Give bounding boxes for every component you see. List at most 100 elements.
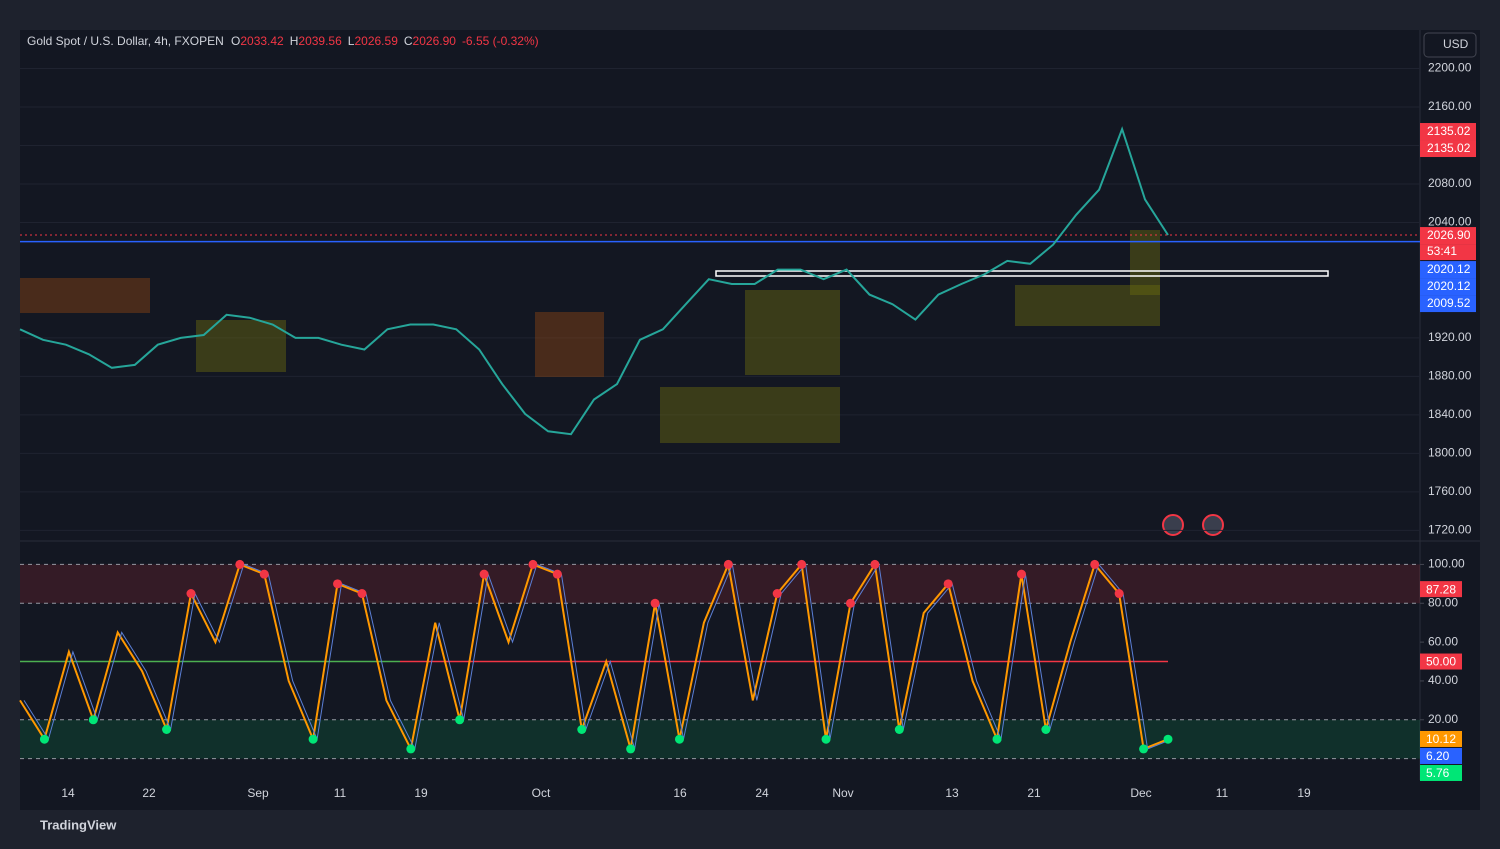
- signal-dot: [674, 734, 684, 744]
- price-tick-label: 1920.00: [1428, 330, 1472, 344]
- price-tick-label: 2160.00: [1428, 99, 1472, 113]
- signal-dot: [626, 744, 636, 754]
- signal-dot: [723, 559, 733, 569]
- ohlc: O2033.42 H2039.56 L2026.59 C2026.90 -6.55 (-…: [231, 34, 539, 48]
- time-label: 22: [142, 786, 156, 800]
- price-series: [19, 126, 1169, 436]
- price-tag-label: 2020.12: [1427, 262, 1471, 276]
- currency[interactable]: USD: [1443, 37, 1469, 51]
- osc-tag: [1420, 653, 1462, 670]
- price-tag-label: 2009.52: [1427, 296, 1471, 310]
- time-label: Sep: [247, 786, 269, 800]
- ohlc-close: 2026.90: [413, 34, 457, 48]
- price-tag: [1420, 295, 1476, 313]
- signal-dot: [797, 559, 807, 569]
- price-tick-label: 1760.00: [1428, 484, 1472, 498]
- signal-dot: [528, 559, 538, 569]
- signal-dot: [88, 715, 98, 725]
- currency-button[interactable]: [1423, 32, 1477, 58]
- osc-tag: [1420, 730, 1462, 747]
- osc-tag: [1420, 581, 1462, 598]
- ohlc-low-label: L: [348, 34, 355, 48]
- time-label: Dec: [1130, 786, 1151, 800]
- ohlc-close-label: C: [404, 34, 413, 48]
- signal-dot: [259, 569, 269, 579]
- signal-dot: [870, 559, 880, 569]
- event-flag[interactable]: [1162, 514, 1184, 536]
- time-label: 24: [755, 786, 769, 800]
- price-tag: [1420, 227, 1476, 245]
- oscillator-line: [19, 560, 1169, 752]
- price-tick-label: 1720.00: [1428, 523, 1472, 537]
- signal-dot: [235, 559, 245, 569]
- signal-dot: [1139, 744, 1149, 754]
- osc-tag-label: 6.20: [1426, 749, 1450, 763]
- osc-tag: [1420, 764, 1462, 781]
- time-label: 16: [673, 786, 687, 800]
- time-label: 14: [61, 786, 75, 800]
- signal-dot: [308, 734, 318, 744]
- signal-dot: [650, 598, 660, 608]
- price-tick-label: 1880.00: [1428, 369, 1472, 383]
- zone: [660, 387, 840, 443]
- zone: [196, 320, 286, 372]
- osc-tag-label: 10.12: [1426, 732, 1456, 746]
- ohlc-open: 2033.42: [240, 34, 284, 48]
- signal-dot: [357, 589, 367, 599]
- signal-dot: [1163, 734, 1173, 744]
- ohlc-high: 2039.56: [298, 34, 342, 48]
- time-label: 11: [334, 786, 347, 800]
- zone: [1130, 230, 1160, 295]
- zone: [745, 290, 840, 375]
- osc-tag-label: 5.76: [1426, 766, 1450, 780]
- signal-dot: [1041, 725, 1051, 735]
- signal-dot: [992, 734, 1002, 744]
- price-tick-label: 1840.00: [1428, 407, 1472, 421]
- signal-dot: [577, 725, 587, 735]
- zone: [1015, 285, 1160, 326]
- oversold-zone: [20, 719, 1420, 759]
- price-tick-label: 2080.00: [1428, 176, 1472, 190]
- time-label: 21: [1027, 786, 1041, 800]
- osc-tick-label: 40.00: [1428, 673, 1458, 687]
- time-label: 11: [1216, 786, 1229, 800]
- signal-dot: [1090, 559, 1100, 569]
- brand: TradingView: [40, 817, 117, 832]
- symbol: Gold Spot / U.S. Dollar, 4h, FXOPEN: [27, 34, 224, 48]
- price-tag-label: 2135.02: [1427, 124, 1471, 138]
- time-label: Oct: [532, 786, 551, 800]
- oscillator-signal: [23, 562, 1173, 751]
- signal-dot: [943, 579, 953, 589]
- osc-tag-label: 87.28: [1426, 582, 1456, 596]
- price-tick-label: 1800.00: [1428, 446, 1472, 460]
- event-flag[interactable]: [1202, 514, 1224, 536]
- time-label: 19: [414, 786, 428, 800]
- osc-tag-label: 50.00: [1426, 655, 1456, 669]
- price-tag-label: 2026.90: [1427, 228, 1471, 242]
- signal-dot: [162, 725, 172, 735]
- signal-dot: [455, 715, 465, 725]
- signal-dot: [333, 579, 343, 589]
- signal-dot: [845, 598, 855, 608]
- signal-dot: [821, 734, 831, 744]
- osc-tick-label: 20.00: [1428, 712, 1458, 726]
- ohlc-high-label: H: [290, 34, 299, 48]
- signal-dot: [1016, 569, 1026, 579]
- osc-tick-label: 100.00: [1428, 557, 1465, 571]
- signal-dot: [1114, 589, 1124, 599]
- countdown: 53:41: [1427, 244, 1457, 258]
- countdown-bg: [1420, 244, 1476, 261]
- signal-dot: [894, 725, 904, 735]
- price-tag-label: 2020.12: [1427, 279, 1471, 293]
- time-label: Nov: [832, 786, 853, 800]
- signal-dot: [479, 569, 489, 579]
- ohlc-low: 2026.59: [354, 34, 398, 48]
- signal-dot: [772, 589, 782, 599]
- time-label: 19: [1297, 786, 1311, 800]
- price-tick-label: 2040.00: [1428, 215, 1472, 229]
- ohlc-open-label: O: [231, 34, 240, 48]
- price-tag: [1420, 261, 1476, 279]
- signal-dot: [39, 734, 49, 744]
- signal-dot: [406, 744, 416, 754]
